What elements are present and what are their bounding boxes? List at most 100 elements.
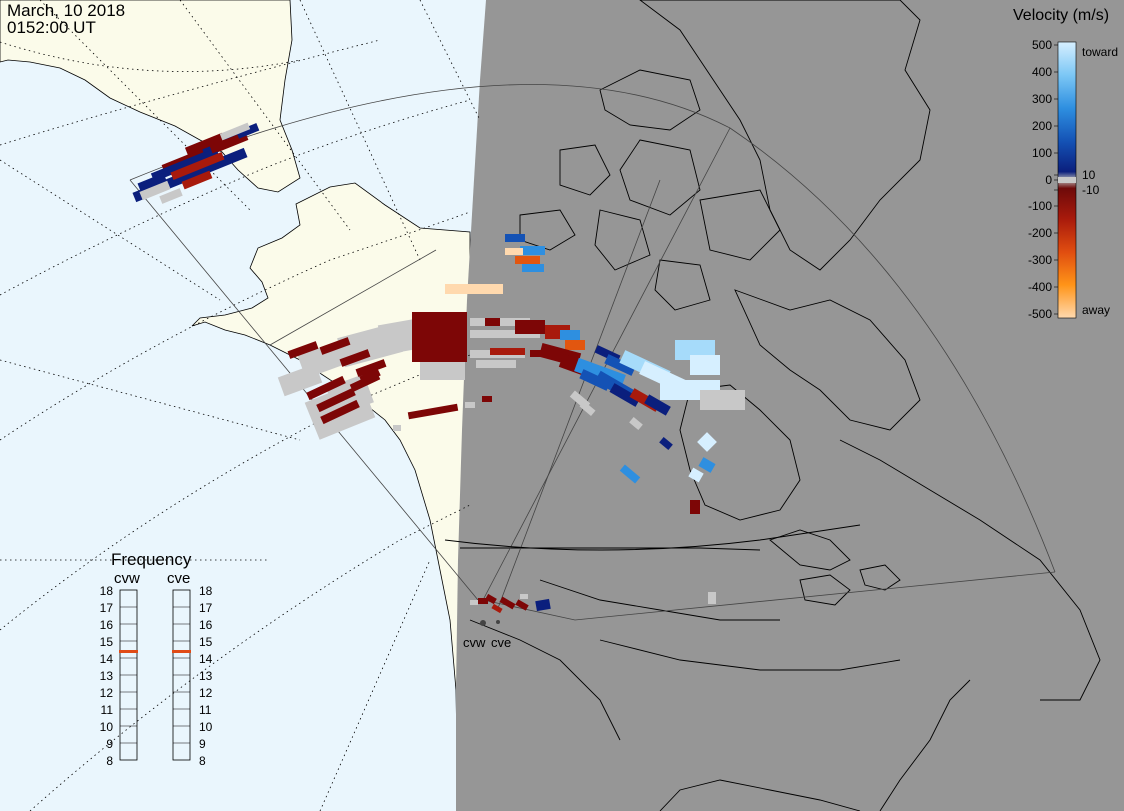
date-label: March, 10 2018 (7, 1, 125, 20)
backscatter-cell (690, 500, 700, 514)
backscatter-cell (287, 341, 319, 359)
velocity-colorbar-zero (1058, 177, 1076, 183)
velocity-tick-label: -500 (1028, 307, 1052, 321)
radar-sites: cvw cve (463, 620, 511, 650)
frequency-tick-label-left: 16 (100, 618, 114, 632)
backscatter-cell (708, 592, 716, 604)
coastlines-night (460, 0, 1101, 811)
frequency-tick-label-right: 14 (199, 652, 213, 666)
frequency-panel: Frequency cvw cve 18 18 17 17 16 16 15 15 14 14 13… (100, 550, 213, 768)
backscatter-cell (470, 600, 478, 605)
velocity-cells (132, 122, 745, 614)
frequency-tick-label-right: 17 (199, 601, 213, 615)
frequency-tick-label-left: 10 (100, 720, 114, 734)
backscatter-cell (698, 457, 716, 473)
night-region (456, 0, 1124, 811)
frequency-tick-label-right: 15 (199, 635, 213, 649)
velocity-tick-label: 300 (1032, 92, 1052, 106)
backscatter-cell (137, 173, 167, 191)
backscatter-cell (470, 330, 540, 338)
backscatter-cell (604, 354, 636, 376)
fov-near-range (444, 524, 861, 551)
frequency-title: Frequency (111, 550, 192, 569)
frequency-tick-label-left: 9 (106, 737, 113, 751)
backscatter-cell (355, 359, 387, 377)
backscatter-cell (515, 599, 529, 611)
frequency-tick-label-right: 9 (199, 737, 206, 751)
backscatter-cell (565, 340, 585, 350)
backscatter-cell (476, 360, 516, 368)
frequency-tick-label-right: 13 (199, 669, 213, 683)
velocity-tick-label: 400 (1032, 65, 1052, 79)
backscatter-cell (139, 180, 171, 201)
backscatter-cell (393, 425, 401, 431)
backscatter-cell (520, 594, 528, 599)
radar-site-cve (496, 620, 500, 624)
frequency-selected-marker (172, 650, 191, 653)
backscatter-cell (465, 402, 475, 408)
frequency-selected-marker (119, 650, 138, 653)
backscatter-cell (629, 416, 643, 431)
backscatter-cell (560, 330, 580, 340)
backscatter-cell (688, 467, 704, 483)
velocity-tick-label: -300 (1028, 253, 1052, 267)
backscatter-cell (320, 399, 360, 425)
frequency-tick-label-left: 13 (100, 669, 114, 683)
velocity-tick-label: 100 (1032, 146, 1052, 160)
velocity-tick-label: -200 (1028, 226, 1052, 240)
backscatter-cell (700, 390, 745, 410)
velocity-legend-ticks: 500400300200100100-10-100-200-300-400-50… (1028, 38, 1100, 321)
backscatter-cell (499, 596, 516, 610)
radar-site-cvw (480, 620, 486, 626)
frequency-tick-label-left: 12 (100, 686, 114, 700)
backscatter-cell (159, 188, 183, 204)
backscatter-cell (619, 464, 641, 484)
frequency-ticks: 18 18 17 17 16 16 15 15 14 14 13 13 12 12 11 11 10 10 9 9 8 8 (100, 584, 213, 768)
backscatter-cell (181, 170, 213, 190)
backscatter-cell (482, 396, 492, 402)
backscatter-cell (535, 598, 551, 612)
backscatter-cell (659, 436, 673, 451)
backscatter-cell (515, 256, 540, 264)
backscatter-cell (485, 593, 497, 605)
backscatter-cell (505, 248, 523, 255)
backscatter-cell (505, 234, 525, 242)
frequency-tick-label-right: 12 (199, 686, 213, 700)
backscatter-cell (491, 603, 503, 614)
frequency-tick-label-right: 11 (199, 703, 212, 717)
radar-site-label-cve: cve (491, 635, 511, 650)
velocity-tick-label: 200 (1032, 119, 1052, 133)
frequency-columns (119, 589, 191, 761)
velocity-tick-label: -10 (1082, 183, 1100, 197)
velocity-legend-title: Velocity (m/s) (1013, 7, 1109, 24)
backscatter-cell (515, 320, 545, 334)
backscatter-cell (522, 264, 544, 272)
backscatter-cell (478, 598, 488, 604)
backscatter-cell (490, 348, 525, 355)
backscatter-cell (306, 375, 346, 401)
backscatter-cell (520, 246, 545, 255)
backscatter-cell (644, 394, 671, 416)
backscatter-cell (359, 368, 381, 384)
frequency-tick-label-left: 18 (100, 584, 114, 598)
frequency-tick-label-left: 11 (101, 703, 114, 717)
backscatter-cell (184, 132, 226, 156)
velocity-legend-toward: toward (1082, 45, 1118, 59)
frequency-tick-label-right: 10 (199, 720, 213, 734)
backscatter-cell (420, 350, 450, 358)
backscatter-cell (316, 387, 356, 413)
backscatter-cell (485, 318, 500, 326)
frequency-tick-label-left: 14 (100, 652, 114, 666)
time-label: 0152:00 UT (7, 18, 96, 37)
backscatter-cell (445, 284, 503, 294)
backscatter-cell (209, 134, 241, 154)
backscatter-cell (150, 147, 220, 182)
backscatter-cell (339, 349, 371, 367)
velocity-tick-label: 500 (1032, 38, 1052, 52)
velocity-tick-label: -100 (1028, 199, 1052, 213)
frequency-tick-label-right: 18 (199, 584, 213, 598)
frequency-tick-label-right: 16 (199, 618, 213, 632)
velocity-legend-away: away (1082, 303, 1110, 317)
